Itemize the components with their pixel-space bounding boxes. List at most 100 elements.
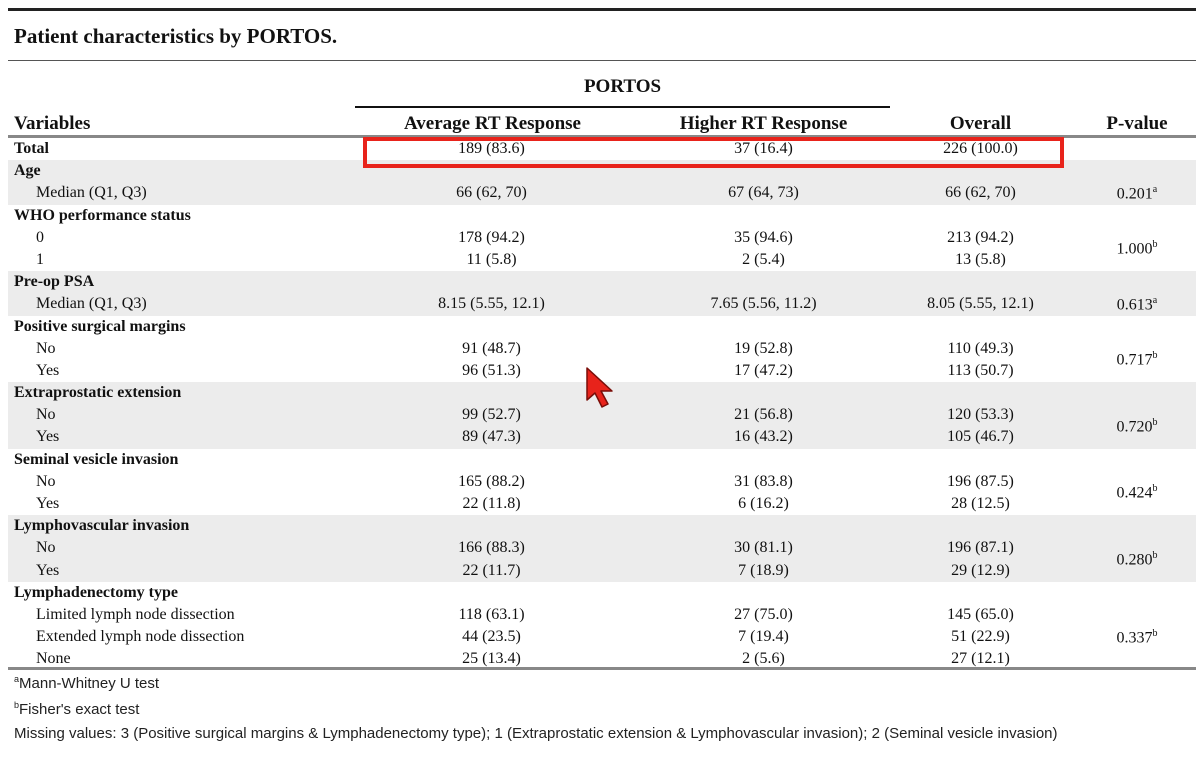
row-group-label: Extraprostatic extension <box>14 384 182 402</box>
cell-higher-rt: 30 (81.1) <box>734 539 793 557</box>
cell-higher-rt: 7 (19.4) <box>738 628 789 646</box>
row-label: Yes <box>36 428 60 446</box>
p-value: 1.000b <box>1088 239 1186 258</box>
table-row: WHO performance status <box>8 205 1196 227</box>
col-header-higher: Higher RT Response <box>679 113 848 134</box>
table-row: 0 178 (94.2) 35 (94.6) 213 (94.2) <box>8 227 1196 249</box>
row-label: None <box>36 650 71 668</box>
row-label: Yes <box>36 361 60 379</box>
cell-overall: 196 (87.5) <box>947 472 1014 490</box>
cell-higher-rt: 16 (43.2) <box>734 428 793 446</box>
footnote-b-mark: b <box>14 700 20 710</box>
cell-overall: 29 (12.9) <box>951 561 1010 579</box>
p-value-number: 0.337 <box>1116 628 1153 646</box>
cell-overall: 28 (12.5) <box>951 495 1010 512</box>
table-row: Pre-op PSA <box>8 271 1196 294</box>
table-row: Yes 22 (11.7) 7 (18.9) 29 (12.9) <box>8 559 1196 582</box>
cell-higher-rt: 19 (52.8) <box>734 339 793 357</box>
p-value-test-mark: b <box>1152 483 1158 495</box>
footnote-b-text: Fisher's exact test <box>19 701 140 718</box>
footnote-a-text: Mann-Whitney U test <box>19 675 160 692</box>
cell-higher-rt: 31 (83.8) <box>734 472 793 490</box>
p-value: 0.280b <box>1088 550 1186 569</box>
col-header-variables: Variables <box>14 113 91 134</box>
cell-higher-rt: 7.65 (5.56, 11.2) <box>710 295 817 313</box>
cell-higher-rt: 6 (16.2) <box>738 495 789 512</box>
row-group-label: Pre-op PSA <box>14 273 95 291</box>
cell-overall: 66 (62, 70) <box>945 184 1016 202</box>
cell-overall: 145 (65.0) <box>947 605 1014 623</box>
cell-overall: 196 (87.1) <box>947 539 1014 557</box>
table-row: Total 189 (83.6) 37 (16.4) 226 (100.0) <box>8 138 1196 160</box>
row-label: 1 <box>36 250 44 268</box>
table-row: 1 11 (5.8) 2 (5.4) 13 (5.8) <box>8 249 1196 271</box>
cell-overall: 226 (100.0) <box>943 140 1018 157</box>
cell-average-rt: 11 (5.8) <box>466 250 517 268</box>
cell-higher-rt: 21 (56.8) <box>734 406 793 424</box>
total-row-highlight-box <box>363 137 1064 168</box>
table-row: Positive surgical margins <box>8 316 1196 338</box>
cell-average-rt: 166 (88.3) <box>458 539 525 557</box>
cell-higher-rt: 17 (47.2) <box>734 361 793 379</box>
cell-average-rt: 91 (48.7) <box>462 339 521 357</box>
row-label: Limited lymph node dissection <box>36 605 235 623</box>
p-value-number: 0.613 <box>1116 295 1153 313</box>
top-rule <box>8 8 1196 11</box>
col-header-overall: Overall <box>949 113 1012 134</box>
mouse-pointer-icon <box>586 367 613 408</box>
cell-average-rt: 8.15 (5.55, 12.1) <box>438 295 545 313</box>
table-row: Yes 89 (47.3) 16 (43.2) 105 (46.7) <box>8 426 1196 449</box>
p-value: 0.424b <box>1088 483 1186 502</box>
cell-higher-rt: 35 (94.6) <box>734 228 793 246</box>
p-value-number: 0.201 <box>1116 184 1153 202</box>
cell-average-rt: 189 (83.6) <box>458 140 525 157</box>
table-row: Lymphovascular invasion <box>8 515 1196 538</box>
table-row: Yes 96 (51.3) 17 (47.2) 113 (50.7) <box>8 360 1196 382</box>
table-row: No 91 (48.7) 19 (52.8) 110 (49.3) <box>8 338 1196 360</box>
row-label: Median (Q1, Q3) <box>36 184 147 202</box>
p-value-test-mark: b <box>1152 239 1158 250</box>
cell-higher-rt: 2 (5.4) <box>742 250 785 268</box>
cell-overall: 113 (50.7) <box>947 361 1014 379</box>
cell-higher-rt: 37 (16.4) <box>734 140 793 157</box>
row-label: Yes <box>36 561 60 579</box>
row-label: Extended lymph node dissection <box>36 628 245 646</box>
p-value: 0.201a <box>1088 184 1186 203</box>
row-label: Yes <box>36 495 60 512</box>
footnote-a-mark: a <box>14 674 20 684</box>
row-label: 0 <box>36 228 44 246</box>
p-value-test-mark: b <box>1152 416 1158 428</box>
cell-average-rt: 165 (88.2) <box>458 472 525 490</box>
p-value-number: 0.717 <box>1116 351 1153 369</box>
cell-overall: 105 (46.7) <box>947 428 1014 446</box>
group-header-portos: PORTOS <box>583 76 662 97</box>
cell-average-rt: 44 (23.5) <box>462 628 521 646</box>
p-value: 0.720b <box>1088 417 1186 436</box>
col-header-average: Average RT Response <box>403 113 581 134</box>
bottom-rule <box>8 667 1196 670</box>
table-row: Lymphadenectomy type <box>8 582 1196 604</box>
cell-average-rt: 99 (52.7) <box>462 406 521 424</box>
table-row: Extended lymph node dissection 44 (23.5) 7… <box>8 626 1196 648</box>
cell-overall: 27 (12.1) <box>951 650 1010 668</box>
cell-higher-rt: 7 (18.9) <box>738 561 789 579</box>
cell-higher-rt: 2 (5.6) <box>742 650 785 668</box>
row-label: Median (Q1, Q3) <box>36 295 147 313</box>
table-row: Median (Q1, Q3) 8.15 (5.55, 12.1) 7.65 (5.… <box>8 293 1196 316</box>
cell-average-rt: 96 (51.3) <box>462 361 521 379</box>
row-label: No <box>36 472 56 490</box>
cell-average-rt: 22 (11.7) <box>462 561 521 579</box>
table-row: No 165 (88.2) 31 (83.8) 196 (87.5) <box>8 471 1196 493</box>
cell-average-rt: 22 (11.8) <box>462 495 521 512</box>
row-group-label: Lymphovascular invasion <box>14 517 190 535</box>
p-value: 0.337b <box>1088 628 1186 647</box>
p-value-number: 0.424 <box>1116 484 1153 502</box>
p-value-test-mark: b <box>1152 350 1158 361</box>
p-value: 0.717b <box>1088 350 1186 369</box>
row-group-label: WHO performance status <box>14 206 191 224</box>
cell-overall: 213 (94.2) <box>947 228 1014 246</box>
cell-overall: 120 (53.3) <box>947 406 1014 424</box>
table-row: No 99 (52.7) 21 (56.8) 120 (53.3) <box>8 404 1196 427</box>
cell-average-rt: 178 (94.2) <box>458 228 525 246</box>
footnote-b: bFisher's exact test <box>14 700 139 718</box>
